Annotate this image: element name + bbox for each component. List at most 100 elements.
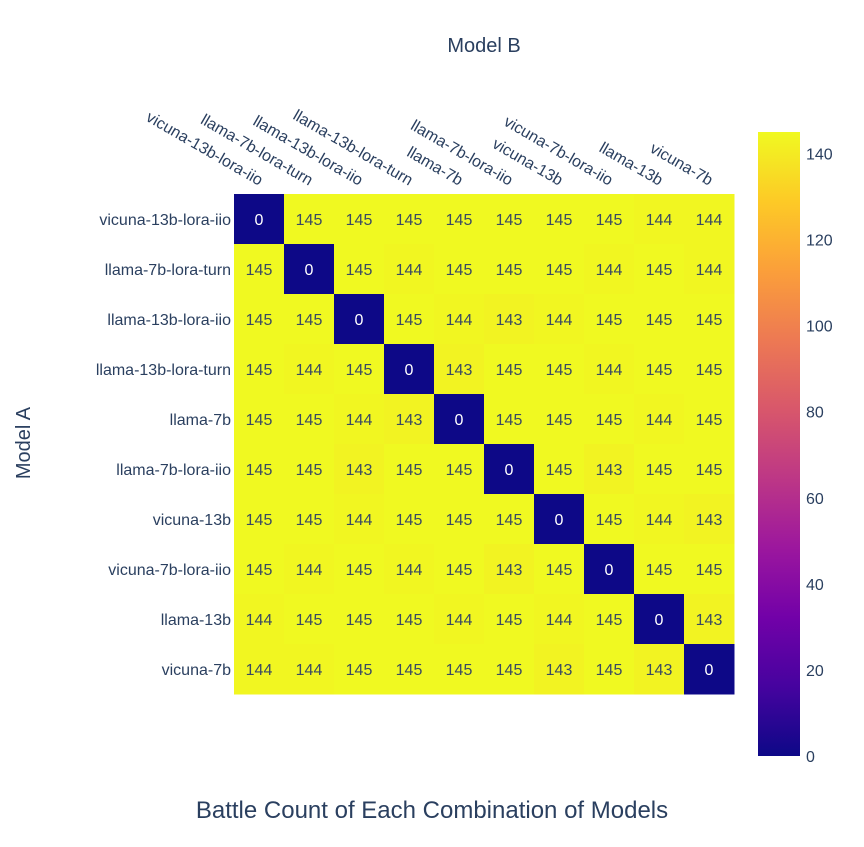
heatmap-cell: [434, 194, 485, 245]
heatmap-cell: [584, 344, 635, 395]
cell-value-label: 143: [446, 362, 473, 379]
cell-value-label: 145: [546, 212, 573, 229]
cell-value-label: 144: [596, 362, 623, 379]
cell-value-label: 144: [696, 262, 723, 279]
heatmap-cell: [284, 194, 335, 245]
heatmap-cell: [684, 394, 735, 445]
heatmap-cell: [334, 194, 385, 245]
heatmap-cell: [534, 644, 585, 695]
cell-value-label: 145: [346, 262, 373, 279]
heatmap-cell: [584, 394, 635, 445]
cell-value-label: 145: [496, 262, 523, 279]
cell-value-label: 143: [696, 512, 723, 529]
cell-value-label: 143: [396, 412, 423, 429]
heatmap-cells: [234, 194, 735, 695]
heatmap-cell: [234, 244, 285, 295]
y-tick-label: vicuna-13b-lora-iio: [99, 212, 231, 229]
heatmap-cell: [634, 244, 685, 295]
colorbar-tick-label: 60: [806, 491, 824, 508]
x-axis-label: Model B: [447, 35, 520, 57]
heatmap-cell: [684, 244, 735, 295]
heatmap-cell: [634, 544, 685, 595]
cell-value-label: 145: [246, 462, 273, 479]
cell-value-label: 145: [346, 662, 373, 679]
heatmap-cell: [384, 394, 435, 445]
heatmap-cell: [684, 344, 735, 395]
cell-value-label: 144: [646, 512, 673, 529]
heatmap-cell: [484, 544, 535, 595]
cell-value-label: 145: [646, 312, 673, 329]
y-tick-label: llama-13b: [161, 612, 231, 629]
heatmap-cell: [634, 394, 685, 445]
cell-value-label: 143: [546, 662, 573, 679]
cell-value-label: 0: [255, 212, 264, 229]
heatmap-cell: [534, 544, 585, 595]
heatmap-cell: [434, 644, 485, 695]
colorbar-tick-label: 80: [806, 405, 824, 422]
cell-value-label: 145: [246, 512, 273, 529]
cell-value-label: 145: [596, 662, 623, 679]
heatmap-cell: [634, 344, 685, 395]
heatmap-cell: [334, 644, 385, 695]
heatmap-cell: [334, 494, 385, 545]
cell-value-label: 145: [496, 362, 523, 379]
cell-value-label: 145: [446, 262, 473, 279]
cell-value-label: 144: [246, 612, 273, 629]
cell-value-label: 0: [355, 312, 364, 329]
heatmap-cell: [334, 444, 385, 495]
cell-value-label: 144: [696, 212, 723, 229]
cell-value-label: 144: [396, 262, 423, 279]
heatmap-cell: [384, 594, 435, 645]
cell-value-label: 145: [596, 612, 623, 629]
heatmap-cell: [534, 494, 585, 545]
cell-value-label: 144: [296, 362, 323, 379]
cell-value-label: 145: [496, 662, 523, 679]
heatmap-cell: [534, 444, 585, 495]
cell-value-label: 144: [296, 662, 323, 679]
cell-value-label: 145: [496, 412, 523, 429]
cell-value-label: 145: [546, 462, 573, 479]
heatmap-cell: [284, 294, 335, 345]
cell-value-label: 145: [346, 562, 373, 579]
heatmap-cell: [534, 394, 585, 445]
cell-value-label: 145: [396, 312, 423, 329]
cell-value-label: 145: [396, 462, 423, 479]
cell-value-label: 145: [596, 212, 623, 229]
heatmap-cell: [334, 344, 385, 395]
heatmap-cell: [334, 244, 385, 295]
cell-value-label: 144: [346, 512, 373, 529]
heatmap-cell: [484, 344, 535, 395]
heatmap-cell: [234, 394, 285, 445]
cell-value-label: 0: [455, 412, 464, 429]
heatmap-cell: [584, 194, 635, 245]
cell-value-label: 0: [655, 612, 664, 629]
cell-value-label: 145: [346, 362, 373, 379]
heatmap-cell: [234, 644, 285, 695]
colorbar-tick-label: 120: [806, 233, 833, 250]
heatmap-cell: [234, 544, 285, 595]
heatmap-cell: [234, 194, 285, 245]
cell-value-label: 0: [605, 562, 614, 579]
heatmap-cell: [284, 644, 335, 695]
colorbar-tick-label: 100: [806, 319, 833, 336]
cell-value-label: 145: [546, 562, 573, 579]
cell-value-label: 145: [246, 312, 273, 329]
cell-value-label: 145: [696, 362, 723, 379]
cell-value-label: 145: [296, 512, 323, 529]
heatmap-cell: [384, 444, 435, 495]
colorbar-tick-label: 40: [806, 577, 824, 594]
heatmap-cell: [434, 294, 485, 345]
cell-value-label: 145: [296, 412, 323, 429]
cell-value-label: 145: [346, 612, 373, 629]
heatmap-cell: [234, 344, 285, 395]
y-axis-tick-labels: vicuna-13b-lora-iio llama-7b-lora-turn lla…: [96, 212, 231, 679]
heatmap-cell: [484, 194, 535, 245]
heatmap-cell: [234, 294, 285, 345]
heatmap-cell: [384, 194, 435, 245]
heatmap-cell: [334, 294, 385, 345]
cell-value-label: 145: [446, 212, 473, 229]
cell-value-label: 145: [696, 462, 723, 479]
cell-value-label: 144: [446, 312, 473, 329]
cell-value-label: 144: [596, 262, 623, 279]
